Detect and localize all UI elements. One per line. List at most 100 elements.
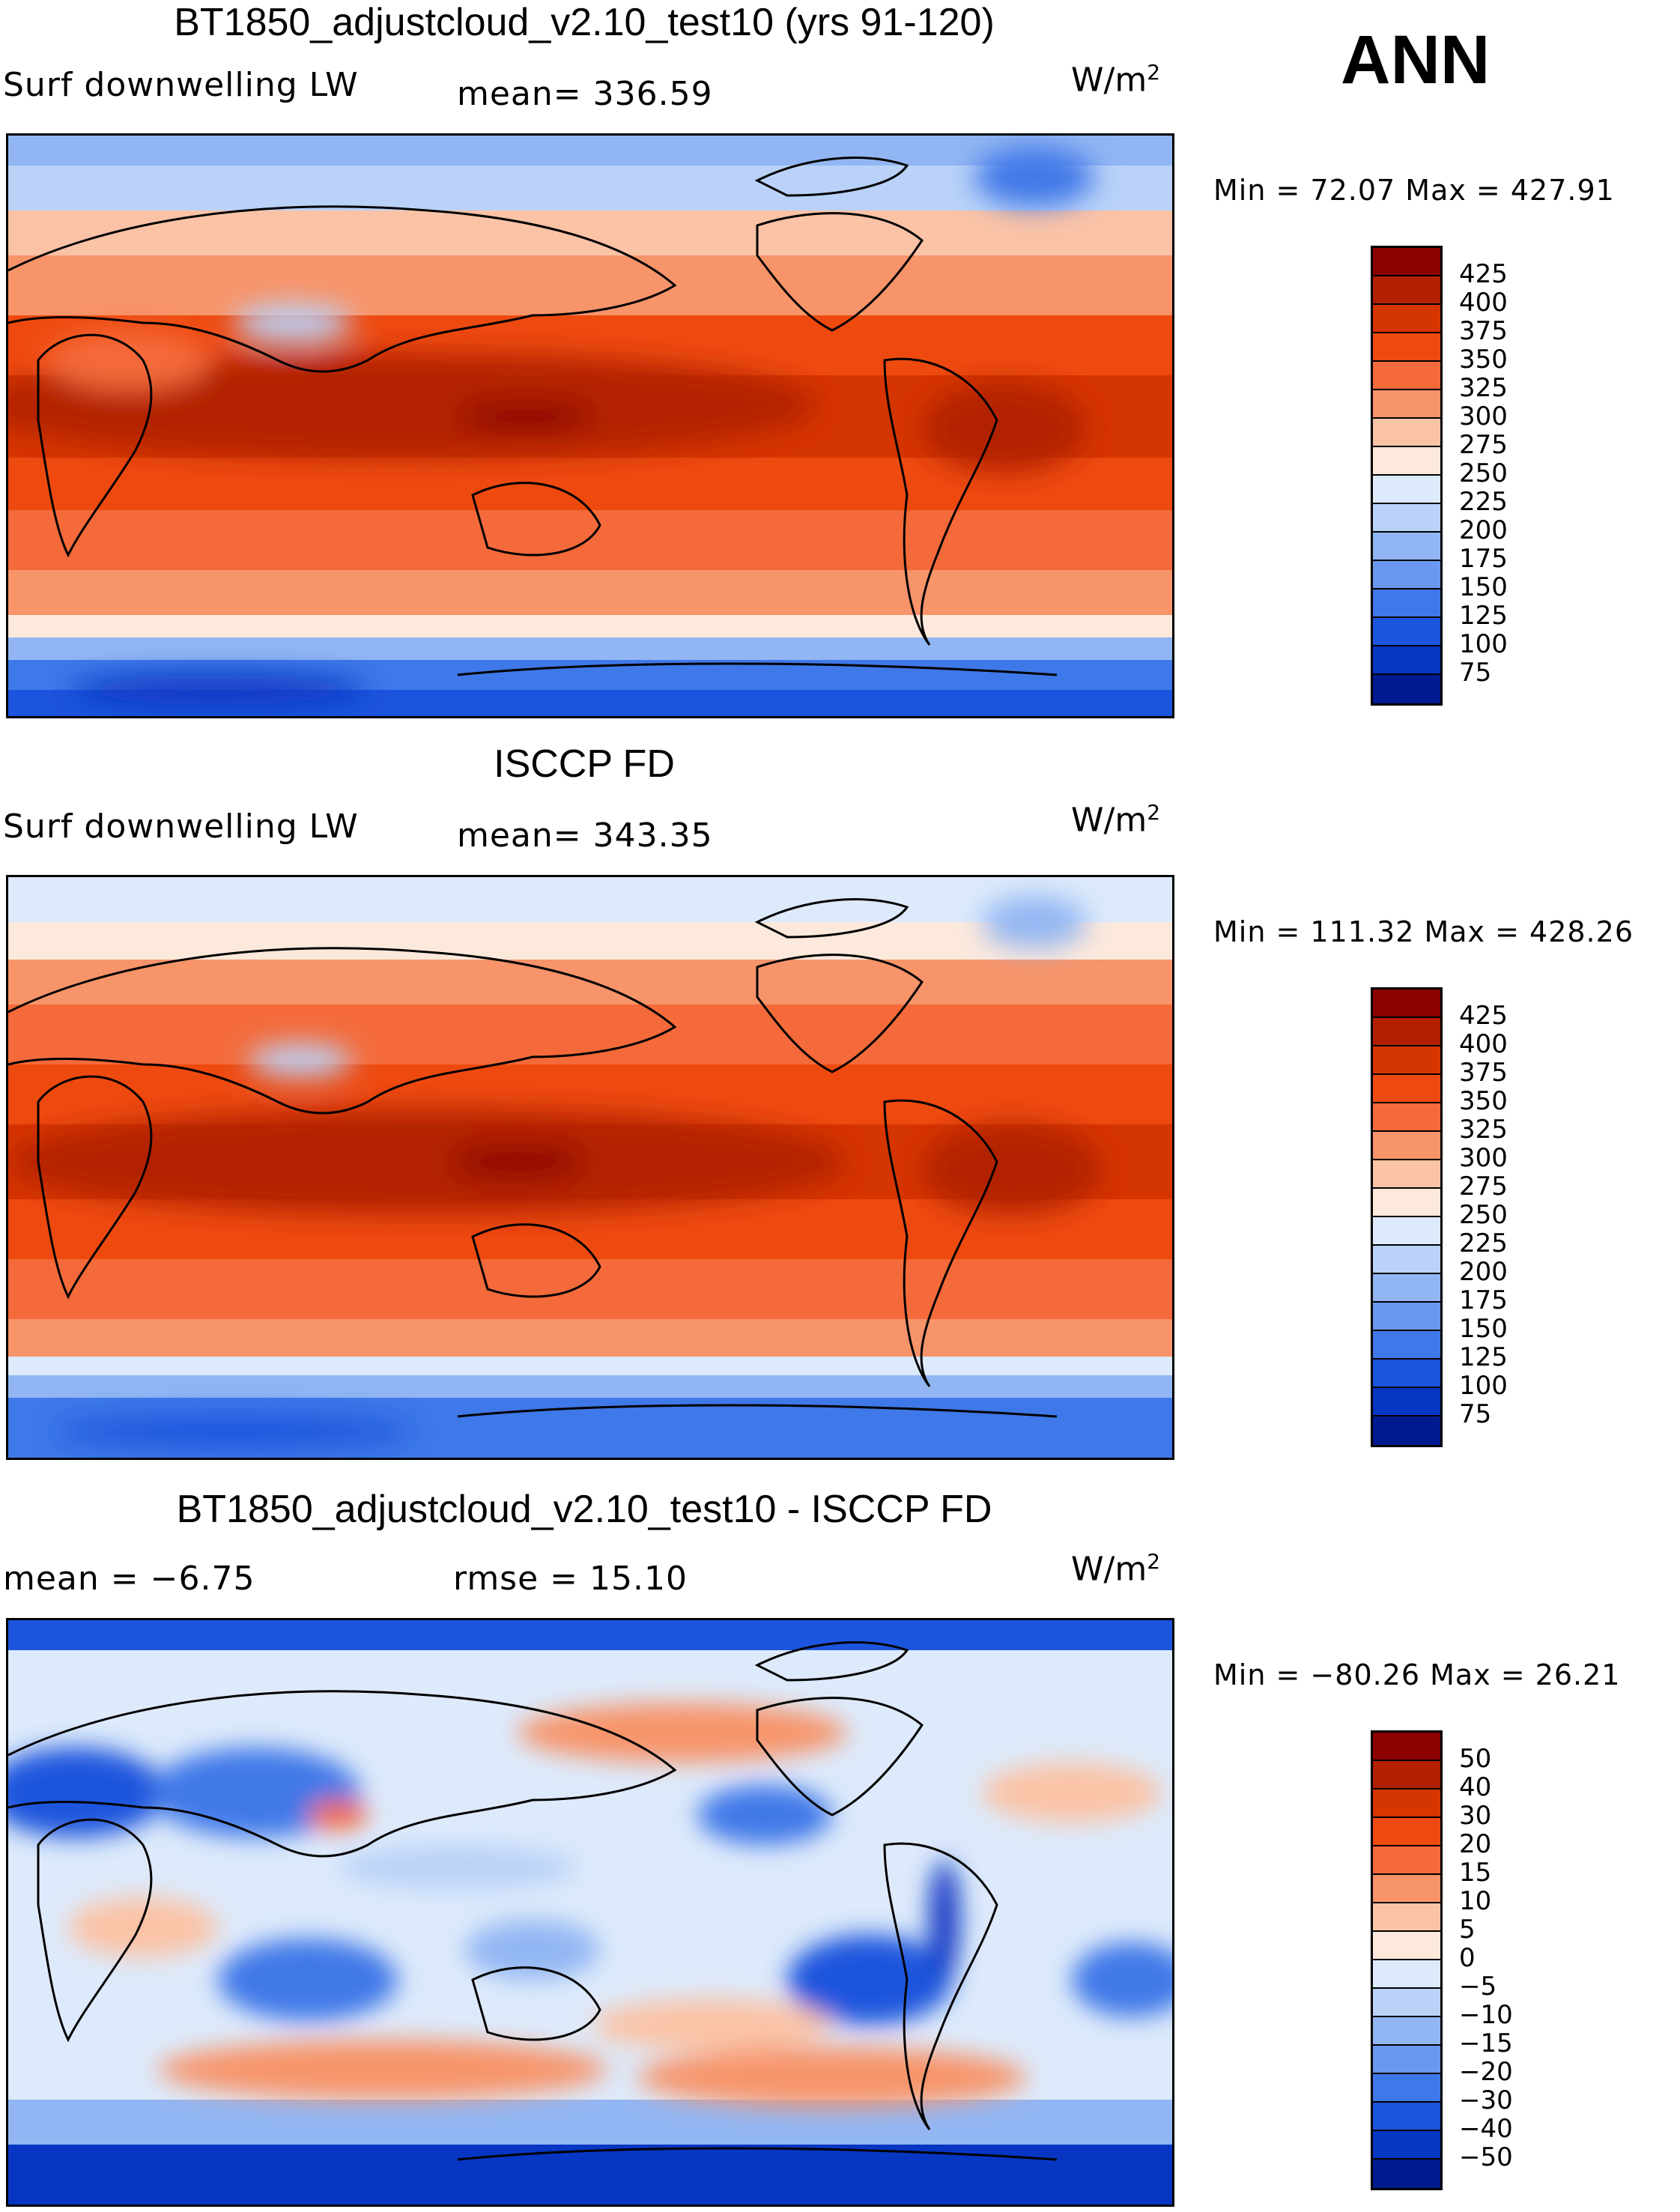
colorbar-tick-label: 175 bbox=[1459, 544, 1508, 574]
colorbar-swatch bbox=[1373, 1274, 1440, 1303]
colorbar-tick-label: 15 bbox=[1459, 1858, 1492, 1888]
panel3-rmse-label: rmse = 15.10 bbox=[453, 1560, 688, 1598]
colorbar-swatch bbox=[1373, 1103, 1440, 1132]
colorbar-tick-label: 150 bbox=[1459, 1314, 1508, 1344]
colorbar-tick-label: 300 bbox=[1459, 1143, 1508, 1173]
colorbar-tick-label: 425 bbox=[1459, 1001, 1508, 1031]
colorbar-swatch bbox=[1373, 248, 1440, 276]
colorbar-tick-label: 375 bbox=[1459, 1058, 1508, 1088]
colorbar-tick-label: 250 bbox=[1459, 458, 1508, 488]
colorbar-tick-label: 100 bbox=[1459, 629, 1508, 659]
colorbar-tick-label: 150 bbox=[1459, 572, 1508, 602]
colorbar-tick-label: 225 bbox=[1459, 487, 1508, 517]
colorbar-swatch bbox=[1373, 1733, 1440, 1761]
colorbar-tick-label: −10 bbox=[1459, 2000, 1513, 2030]
colorbar-swatch bbox=[1373, 2131, 1440, 2160]
colorbar-swatch bbox=[1373, 1160, 1440, 1189]
colorbar-tick-label: 100 bbox=[1459, 1371, 1508, 1401]
colorbar-tick-label: 425 bbox=[1459, 259, 1508, 289]
colorbar-swatch bbox=[1373, 1761, 1440, 1790]
colorbar-tick-label: 350 bbox=[1459, 345, 1508, 375]
colorbar-tick-label: 275 bbox=[1459, 1172, 1508, 1202]
colorbar-tick-label: −5 bbox=[1459, 1972, 1497, 2002]
colorbar-tick-label: −50 bbox=[1459, 2142, 1513, 2172]
colorbar-swatch bbox=[1373, 1018, 1440, 1046]
colorbar-swatch bbox=[1373, 561, 1440, 590]
panel1-units: W/m2 bbox=[1071, 60, 1161, 100]
colorbar-swatch bbox=[1373, 447, 1440, 476]
panel2-colorbar bbox=[1371, 987, 1443, 1447]
colorbar-swatch bbox=[1373, 1818, 1440, 1846]
colorbar-tick-label: 400 bbox=[1459, 1029, 1508, 1059]
colorbar-swatch bbox=[1373, 2074, 1440, 2103]
panel2-map bbox=[6, 875, 1174, 1460]
panel3-map bbox=[6, 1618, 1174, 2207]
colorbar-swatch bbox=[1373, 675, 1440, 703]
colorbar-swatch bbox=[1373, 1303, 1440, 1331]
colorbar-tick-label: 40 bbox=[1459, 1772, 1492, 1802]
panel2-field-label: Surf downwelling LW bbox=[3, 807, 359, 846]
colorbar-tick-label: 5 bbox=[1459, 1915, 1476, 1945]
colorbar-swatch bbox=[1373, 276, 1440, 305]
colorbar-swatch bbox=[1373, 1360, 1440, 1388]
panel1-minmax: Min = 72.07 Max = 427.91 bbox=[1213, 174, 1615, 207]
colorbar-tick-label: 225 bbox=[1459, 1228, 1508, 1258]
panel3-title: BT1850_adjustcloud_v2.10_test10 - ISCCP … bbox=[176, 1488, 992, 1531]
colorbar-swatch bbox=[1373, 390, 1440, 419]
colorbar-tick-label: −20 bbox=[1459, 2057, 1513, 2087]
panel3-colorbar bbox=[1371, 1730, 1443, 2190]
colorbar-tick-label: 400 bbox=[1459, 288, 1508, 318]
colorbar-swatch bbox=[1373, 1416, 1440, 1445]
panel3-mean-label: mean = −6.75 bbox=[3, 1560, 255, 1598]
colorbar-swatch bbox=[1373, 990, 1440, 1018]
colorbar-tick-label: −30 bbox=[1459, 2085, 1513, 2115]
colorbar-swatch bbox=[1373, 333, 1440, 362]
colorbar-tick-label: −40 bbox=[1459, 2114, 1513, 2144]
panel2-minmax: Min = 111.32 Max = 428.26 bbox=[1213, 915, 1634, 948]
colorbar-swatch bbox=[1373, 1790, 1440, 1818]
colorbar-tick-label: 0 bbox=[1459, 1943, 1476, 1973]
colorbar-swatch bbox=[1373, 1989, 1440, 2017]
colorbar-swatch bbox=[1373, 1331, 1440, 1360]
colorbar-swatch bbox=[1373, 476, 1440, 504]
panel3-minmax: Min = −80.26 Max = 26.21 bbox=[1213, 1658, 1621, 1691]
colorbar-swatch bbox=[1373, 1046, 1440, 1075]
colorbar-swatch bbox=[1373, 2017, 1440, 2046]
colorbar-tick-label: 300 bbox=[1459, 402, 1508, 431]
colorbar-tick-label: 50 bbox=[1459, 1744, 1492, 1774]
colorbar-swatch bbox=[1373, 1132, 1440, 1160]
colorbar-swatch bbox=[1373, 2103, 1440, 2131]
panel1-title: BT1850_adjustcloud_v2.10_test10 (yrs 91-… bbox=[174, 1, 995, 44]
colorbar-tick-label: 125 bbox=[1459, 1342, 1508, 1372]
colorbar-tick-label: 10 bbox=[1459, 1886, 1492, 1916]
colorbar-swatch bbox=[1373, 1388, 1440, 1416]
colorbar-tick-label: 175 bbox=[1459, 1285, 1508, 1315]
panel3-units: W/m2 bbox=[1071, 1549, 1161, 1589]
colorbar-tick-label: 375 bbox=[1459, 316, 1508, 346]
panel2-units: W/m2 bbox=[1071, 800, 1161, 840]
colorbar-swatch bbox=[1373, 1960, 1440, 1989]
season-label: ANN bbox=[1341, 22, 1491, 98]
colorbar-tick-label: 125 bbox=[1459, 601, 1508, 631]
colorbar-tick-label: 350 bbox=[1459, 1086, 1508, 1116]
colorbar-swatch bbox=[1373, 1075, 1440, 1103]
colorbar-swatch bbox=[1373, 1932, 1440, 1960]
panel1-colorbar bbox=[1371, 246, 1443, 706]
colorbar-swatch bbox=[1373, 504, 1440, 533]
colorbar-swatch bbox=[1373, 1217, 1440, 1246]
colorbar-tick-label: 325 bbox=[1459, 1115, 1508, 1145]
colorbar-tick-label: 250 bbox=[1459, 1200, 1508, 1230]
colorbar-swatch bbox=[1373, 2160, 1440, 2188]
panel1-mean-label: mean= 336.59 bbox=[457, 75, 713, 113]
colorbar-swatch bbox=[1373, 1246, 1440, 1274]
colorbar-swatch bbox=[1373, 1846, 1440, 1875]
panel1-field-label: Surf downwelling LW bbox=[3, 66, 359, 104]
colorbar-tick-label: 325 bbox=[1459, 373, 1508, 403]
panel2-title: ISCCP FD bbox=[494, 742, 675, 786]
colorbar-tick-label: 75 bbox=[1459, 1399, 1492, 1429]
colorbar-swatch bbox=[1373, 533, 1440, 561]
colorbar-swatch bbox=[1373, 2046, 1440, 2074]
colorbar-tick-label: 200 bbox=[1459, 515, 1508, 545]
colorbar-tick-label: −15 bbox=[1459, 2028, 1513, 2058]
colorbar-swatch bbox=[1373, 646, 1440, 675]
